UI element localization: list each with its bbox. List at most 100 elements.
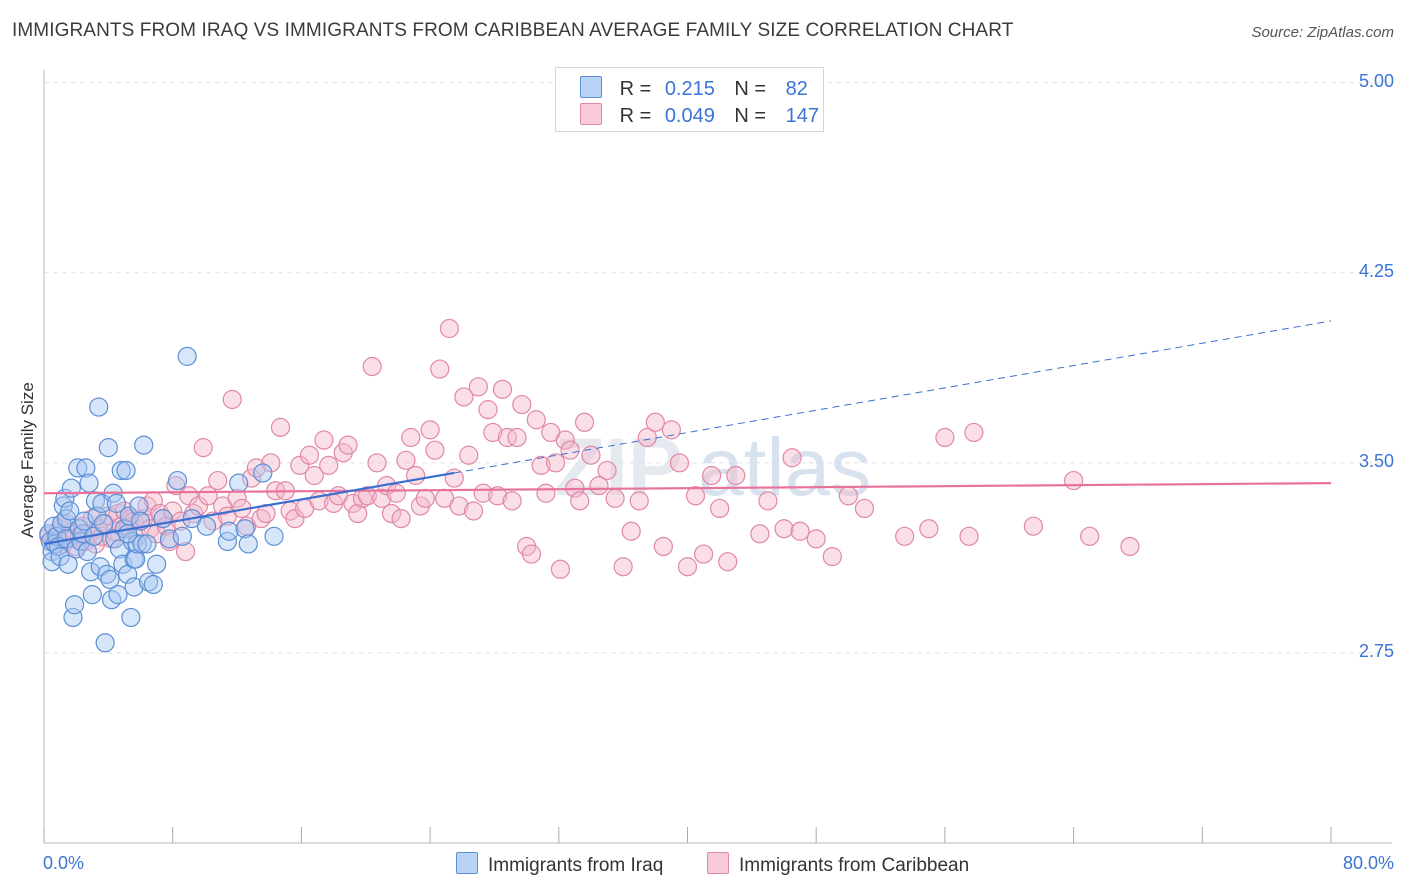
iraq-point: [196, 516, 217, 536]
trend-lines: [43, 320, 1332, 546]
caribbean-point: [478, 400, 498, 420]
iraq-point: [253, 463, 273, 483]
caribbean-point: [468, 377, 488, 397]
legend-n-value: 82: [785, 78, 808, 100]
iraq-point: [93, 514, 114, 534]
caribbean-point: [319, 455, 339, 475]
caribbean-point: [750, 524, 770, 544]
caribbean-point: [1063, 470, 1084, 491]
iraq-point: [64, 595, 85, 615]
caribbean-point: [454, 387, 474, 407]
caribbean-point: [1080, 526, 1100, 546]
caribbean-point: [270, 417, 291, 437]
iraq-point: [82, 585, 102, 605]
legend-r-value: 0.049: [664, 105, 715, 127]
caribbean-point: [536, 483, 556, 503]
caribbean-points: [39, 318, 1140, 579]
bottom-legend-label-caribbean: Immigrants from Caribbean: [739, 855, 970, 876]
caribbean-point: [581, 445, 601, 465]
caribbean-point: [372, 488, 392, 508]
caribbean-point: [935, 427, 955, 448]
chart-title: IMMIGRANTS FROM IRAQ VS IMMIGRANTS FROM …: [12, 20, 1014, 41]
iraq-point: [177, 346, 197, 366]
caribbean-point: [420, 420, 440, 440]
stats-legend: R = 0.215 N = 82 R = 0.049 N = 147: [555, 67, 824, 132]
iraq-point: [238, 534, 258, 554]
iraq-point: [97, 564, 117, 584]
legend-swatch-iraq: [580, 76, 602, 98]
caribbean-point: [854, 498, 875, 519]
iraq-point: [134, 435, 154, 455]
caribbean-trend-line: [43, 482, 1332, 495]
caribbean-point: [348, 503, 368, 524]
caribbean-point: [919, 519, 939, 539]
caribbean-point: [964, 422, 984, 443]
caribbean-point: [545, 453, 566, 473]
iraq-point: [87, 506, 107, 526]
legend-row-caribbean: R = 0.049 N = 147: [580, 103, 819, 127]
y-axis-label: Average Family Size: [18, 382, 37, 538]
caribbean-point: [710, 498, 730, 519]
caribbean-point: [806, 529, 826, 549]
iraq-point: [121, 607, 141, 628]
caribbean-point: [597, 460, 617, 481]
iraq-point: [79, 473, 99, 493]
caribbean-point: [396, 450, 416, 470]
iraq-point: [76, 458, 96, 478]
iraq-point: [129, 496, 149, 516]
caribbean-point: [702, 465, 722, 486]
iraq-point: [58, 554, 78, 574]
caribbean-point: [439, 318, 460, 339]
caribbean-point: [488, 486, 508, 506]
iraq-point: [101, 590, 122, 610]
iraq-point: [68, 458, 88, 478]
caribbean-point: [685, 486, 706, 506]
caribbean-point: [521, 544, 542, 564]
y-tick-label: 4.25: [1358, 260, 1394, 281]
caribbean-point: [261, 453, 281, 473]
caribbean-point: [203, 511, 223, 531]
caribbean-point: [483, 422, 503, 443]
caribbean-point: [1120, 536, 1140, 557]
iraq-point: [89, 397, 109, 417]
iraq-point: [74, 511, 94, 531]
iraq-point: [106, 493, 126, 513]
bottom-legend-iraq: Immigrants from Iraq: [456, 852, 663, 877]
caribbean-point: [285, 508, 305, 529]
caribbean-point: [560, 440, 580, 460]
caribbean-point: [774, 519, 794, 539]
caribbean-point: [895, 526, 915, 546]
iraq-point: [111, 460, 131, 481]
bottom-legend-swatch-iraq: [456, 852, 478, 874]
caribbean-point: [645, 412, 665, 432]
caribbean-point: [222, 389, 242, 410]
caribbean-point: [669, 453, 690, 473]
iraq-point: [61, 478, 81, 498]
caribbean-point: [415, 488, 435, 508]
caribbean-point: [550, 559, 571, 579]
iraq-point: [143, 574, 163, 595]
caribbean-point: [381, 503, 402, 524]
caribbean-point: [246, 458, 266, 478]
iraq-point: [229, 473, 249, 493]
iraq-point: [60, 501, 80, 521]
caribbean-point: [693, 544, 714, 564]
y-tick-label: 5.00: [1358, 70, 1394, 91]
iraq-point: [172, 526, 192, 546]
caribbean-point: [430, 359, 450, 379]
caribbean-point: [314, 430, 334, 450]
caribbean-point: [463, 501, 484, 521]
iraq-trend-extension: [454, 320, 1332, 474]
caribbean-point: [175, 541, 196, 562]
caribbean-point: [299, 445, 320, 465]
legend-r-label: R =: [619, 78, 652, 100]
iraq-point: [264, 526, 284, 546]
iraq-point: [219, 521, 239, 541]
caribbean-point: [391, 508, 411, 529]
iraq-point: [90, 557, 110, 577]
caribbean-point: [526, 410, 546, 430]
caribbean-point: [726, 465, 746, 486]
iraq-point: [50, 547, 70, 567]
caribbean-point: [459, 445, 479, 465]
